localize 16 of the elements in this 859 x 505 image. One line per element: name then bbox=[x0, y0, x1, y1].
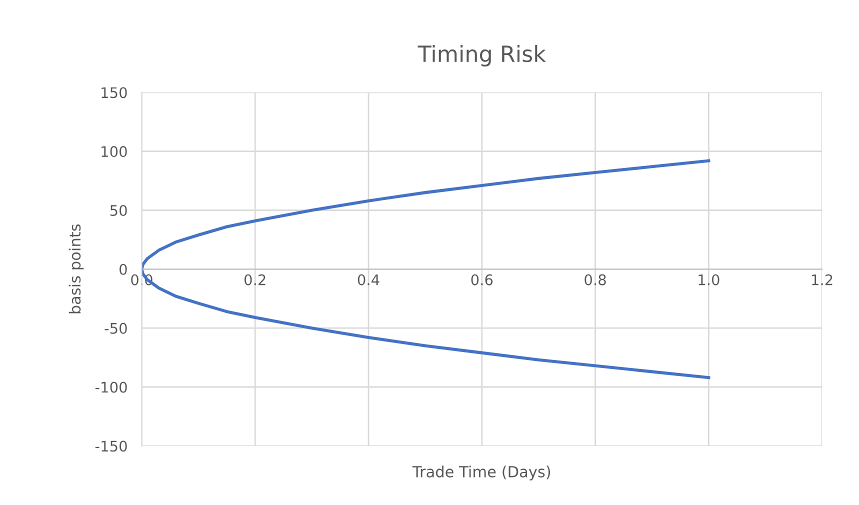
y-tick-label: -150 bbox=[95, 440, 127, 452]
x-tick-label: 0.8 bbox=[584, 274, 606, 286]
x-tick-label: 1.0 bbox=[698, 274, 720, 286]
y-tick-label: -100 bbox=[95, 382, 127, 393]
y-tick-label: 50 bbox=[110, 204, 127, 216]
x-tick-label: 1.2 bbox=[812, 274, 832, 286]
chart-title: Timing Risk bbox=[418, 44, 546, 66]
x-axis-title: Trade Time (Days) bbox=[412, 466, 550, 480]
y-tick-label: 100 bbox=[102, 146, 127, 158]
y-tick-label: -50 bbox=[104, 322, 127, 334]
x-tick-label: 0.4 bbox=[358, 274, 380, 286]
y-axis-title: basis points bbox=[68, 224, 84, 314]
y-tick-label: 0 bbox=[120, 264, 127, 275]
x-tick-label: 0.2 bbox=[244, 274, 266, 286]
y-tick-label: 150 bbox=[102, 87, 127, 98]
x-tick-label: 0.6 bbox=[471, 274, 493, 286]
